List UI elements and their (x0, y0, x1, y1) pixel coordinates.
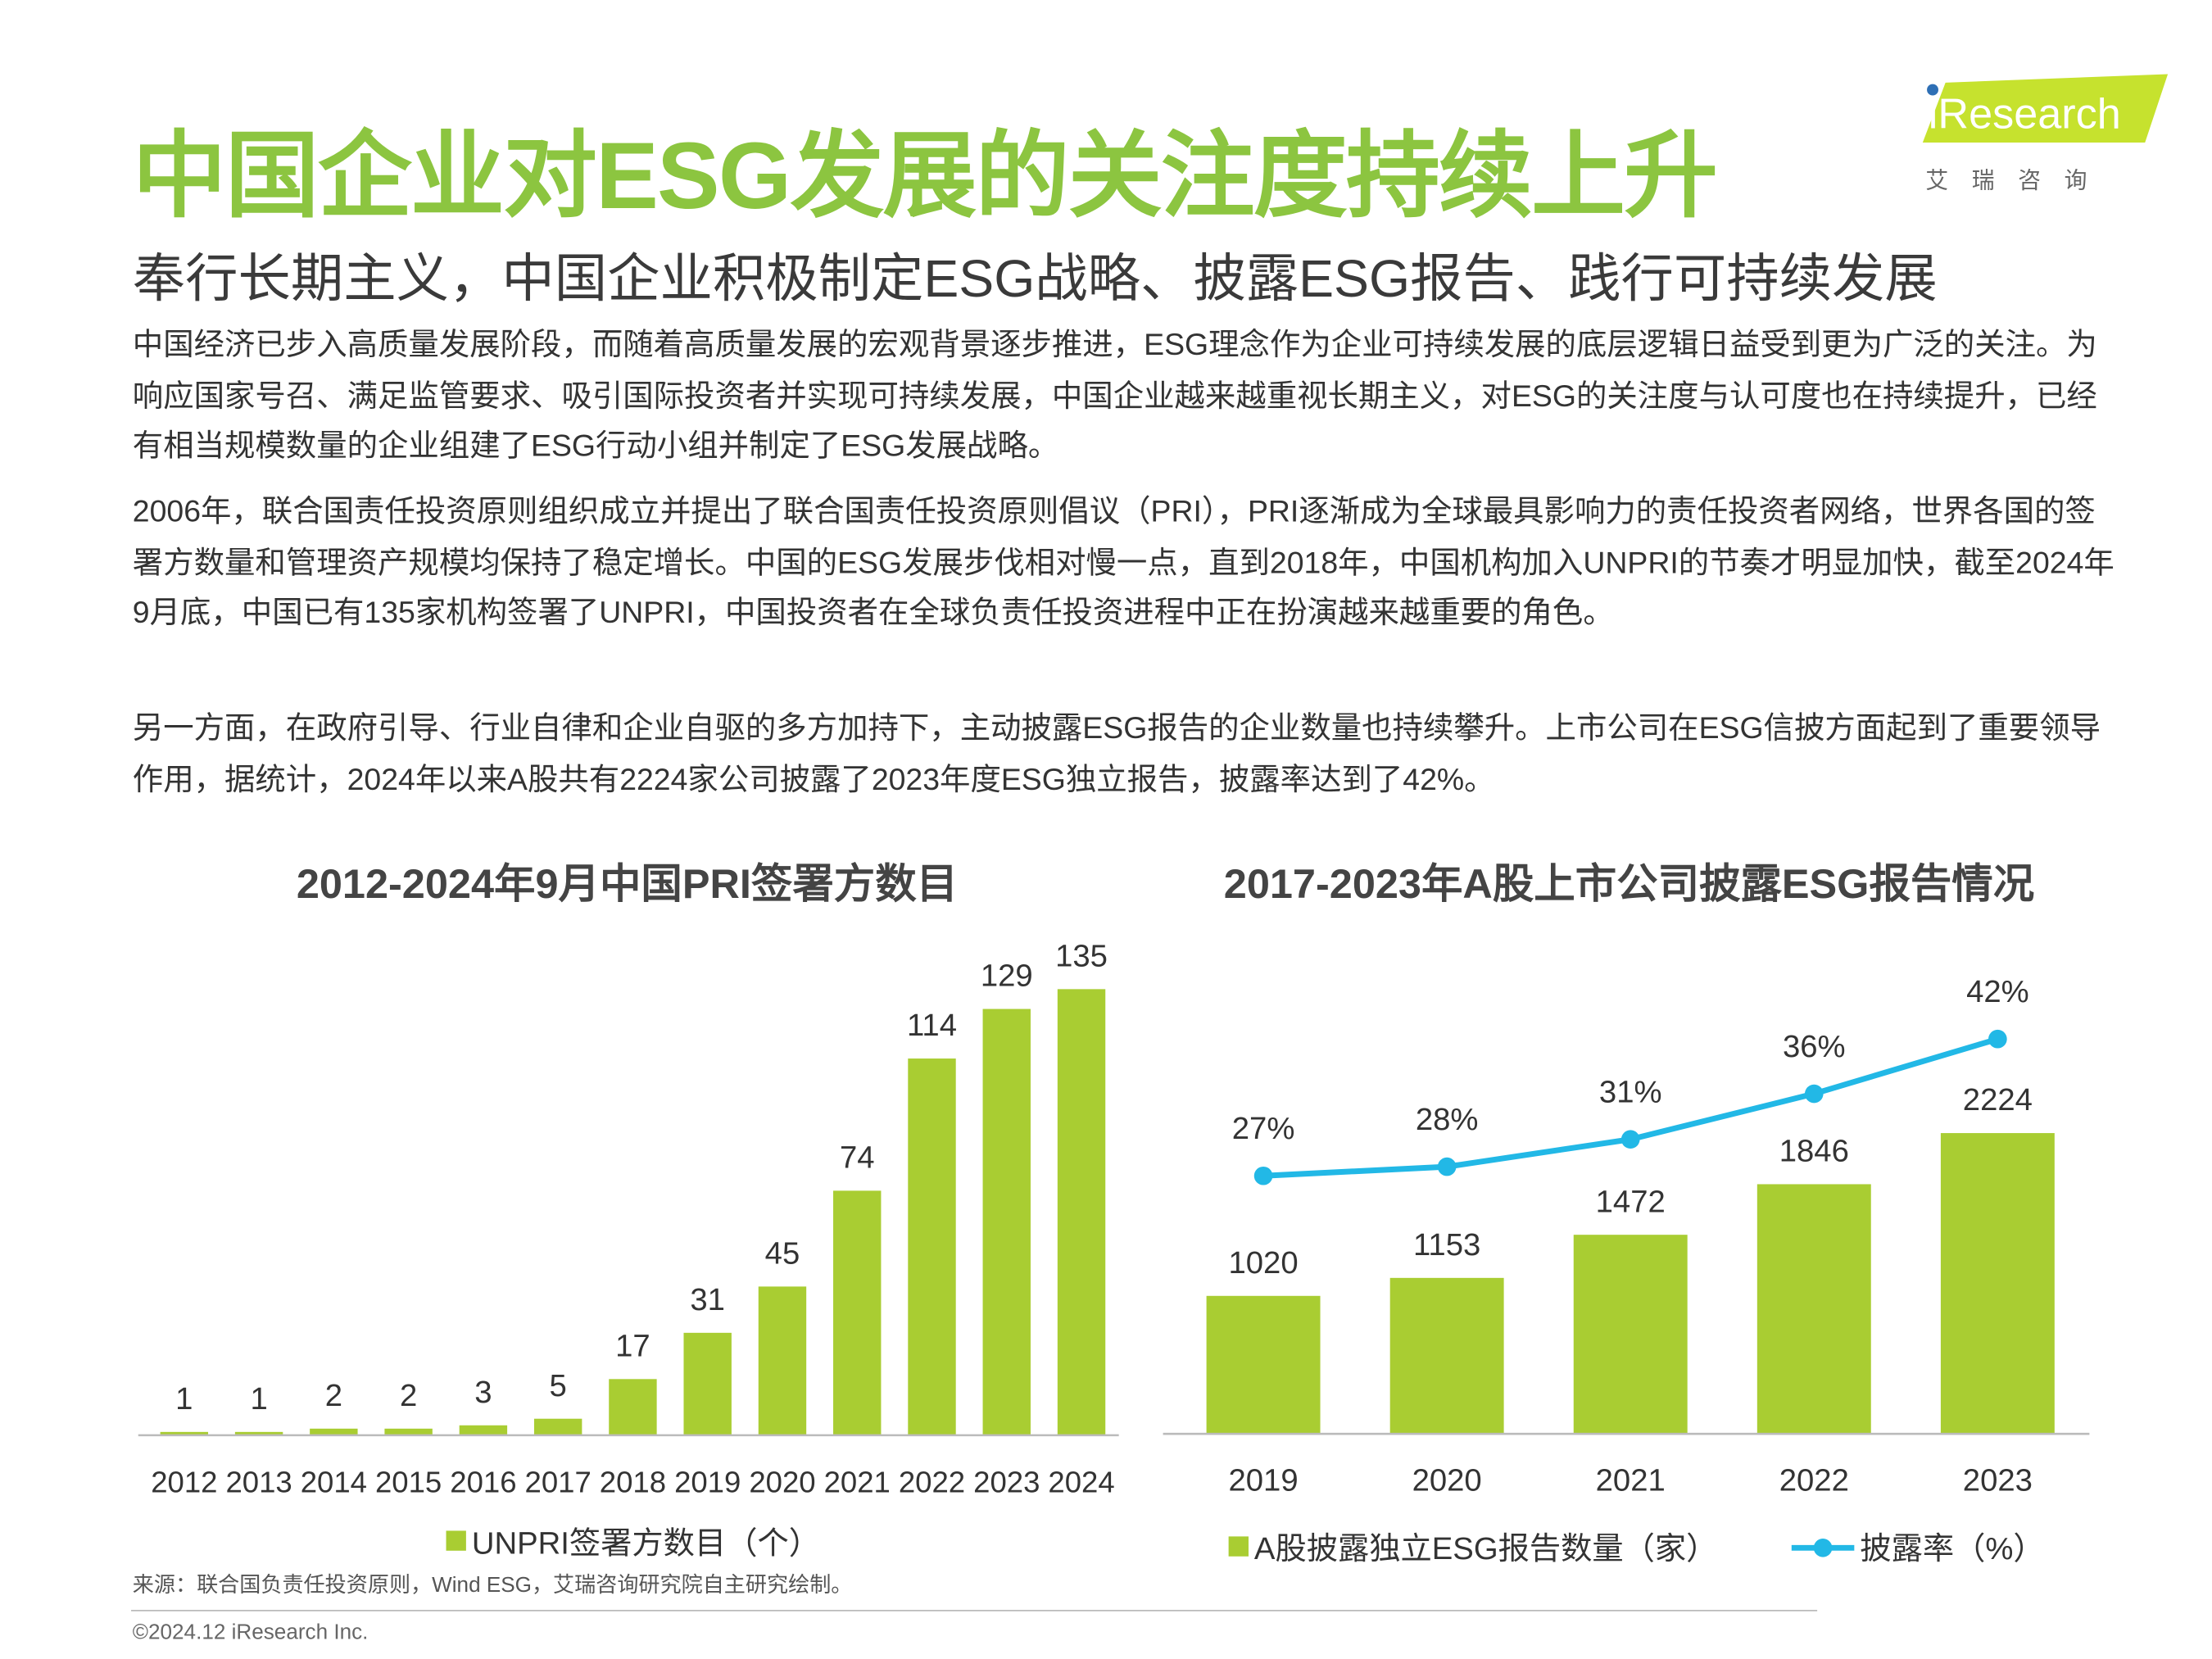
line-point (1253, 1166, 1273, 1185)
x-tick-label: 2022 (899, 1465, 965, 1498)
data-label: 129 (981, 959, 1033, 994)
x-tick-label: 2019 (674, 1465, 741, 1498)
bar (982, 1009, 1031, 1435)
bar (833, 1190, 882, 1435)
bar (1057, 989, 1106, 1435)
bar (1573, 1235, 1688, 1435)
logo-chinese: 艾 瑞 咨 询 (1925, 168, 2096, 193)
bar (758, 1286, 807, 1435)
line-point (1437, 1157, 1457, 1176)
bar (160, 1431, 209, 1435)
logo-dot (1927, 84, 1938, 96)
x-tick-label: 2014 (301, 1465, 367, 1498)
legend-label: A股披露独立ESG报告数量（家） (1254, 1531, 1718, 1566)
copyright: ©2024.12 iResearch Inc. (132, 1620, 369, 1645)
x-tick-label: 2021 (1596, 1463, 1666, 1498)
data-label: 31% (1599, 1074, 1662, 1109)
bar (459, 1425, 508, 1435)
data-label: 2 (325, 1378, 342, 1413)
data-label: 1020 (1228, 1245, 1298, 1281)
logo: iResearch 艾 瑞 咨 询 (1922, 74, 2169, 193)
x-tick-label: 2018 (600, 1465, 666, 1498)
data-label: 74 (840, 1140, 875, 1176)
data-label: 42% (1966, 974, 2029, 1009)
bar (1206, 1295, 1321, 1435)
bar (533, 1418, 582, 1435)
paragraph: 中国经济已步入高质量发展阶段，而随着高质量发展的宏观背景逐步推进，ESG理念作为… (132, 328, 2097, 464)
x-tick-label: 2019 (1228, 1463, 1298, 1498)
logo-brand: iResearch (1929, 91, 2121, 138)
page-subtitle: 奉行长期主义，中国企业积极制定ESG战略、披露ESG报告、践行可持续发展 (132, 249, 1938, 308)
chart-title: 2017-2023年A股上市公司披露ESG报告情况 (1224, 860, 2034, 907)
data-label: 36% (1783, 1029, 1846, 1064)
x-tick-label: 2022 (1779, 1463, 1849, 1498)
data-label: 1846 (1779, 1134, 1849, 1169)
x-tick-label: 2020 (749, 1465, 815, 1498)
line-point (1988, 1029, 2007, 1049)
chart-title: 2012-2024年9月中国PRI签署方数目 (297, 860, 958, 907)
data-label: 17 (615, 1328, 650, 1363)
bar (1389, 1277, 1504, 1435)
page-title: 中国企业对ESG发展的关注度持续上升 (132, 122, 1718, 229)
x-tick-label: 2013 (225, 1465, 292, 1498)
line-point (1620, 1130, 1640, 1149)
legend-label: UNPRI签署方数目（个） (472, 1525, 820, 1561)
data-label: 1 (175, 1381, 193, 1416)
data-label: 2 (400, 1378, 417, 1413)
data-label: 114 (907, 1008, 957, 1043)
x-tick-label: 2021 (824, 1465, 891, 1498)
bar (1940, 1133, 2055, 1435)
data-label: 2224 (1963, 1082, 2033, 1117)
x-tick-label: 2023 (973, 1465, 1040, 1498)
x-tick-label: 2020 (1412, 1463, 1482, 1498)
x-tick-label: 2016 (450, 1465, 516, 1498)
data-label: 31 (690, 1282, 725, 1317)
logo-shape (1922, 74, 2169, 143)
data-label: 1153 (1413, 1227, 1480, 1262)
legend-swatch (446, 1530, 466, 1551)
paragraph: 另一方面，在政府引导、行业自律和企业自驱的多方加持下，主动披露ESG报告的企业数… (132, 711, 2101, 796)
x-tick-label: 2023 (1963, 1463, 2033, 1498)
data-label: 5 (550, 1368, 567, 1403)
source-note: 来源：联合国负责任投资原则，Wind ESG，艾瑞咨询研究院自主研究绘制。 (132, 1573, 853, 1598)
data-label: 27% (1232, 1111, 1295, 1146)
paragraph: 2006年，联合国责任投资原则组织成立并提出了联合国责任投资原则倡议（PRI），… (132, 494, 2115, 630)
legend-marker (1813, 1539, 1833, 1557)
x-tick-label: 2024 (1048, 1465, 1114, 1498)
bar (310, 1428, 358, 1435)
bar (908, 1058, 956, 1435)
bar (1756, 1184, 1871, 1435)
x-tick-label: 2015 (375, 1465, 442, 1498)
bar (683, 1332, 732, 1435)
legend-label: 披露率（%） (1860, 1531, 2044, 1566)
data-label: 135 (1055, 939, 1108, 974)
legend-swatch (1228, 1536, 1249, 1557)
data-label: 28% (1416, 1102, 1479, 1137)
data-label: 45 (765, 1236, 800, 1271)
data-label: 3 (474, 1375, 492, 1410)
line-point (1804, 1084, 1824, 1104)
bar (234, 1431, 283, 1435)
data-label: 1472 (1596, 1184, 1666, 1219)
bar (609, 1379, 657, 1435)
data-label: 1 (250, 1381, 267, 1416)
x-tick-label: 2012 (151, 1465, 217, 1498)
bar (384, 1428, 433, 1435)
x-tick-label: 2017 (525, 1465, 592, 1498)
